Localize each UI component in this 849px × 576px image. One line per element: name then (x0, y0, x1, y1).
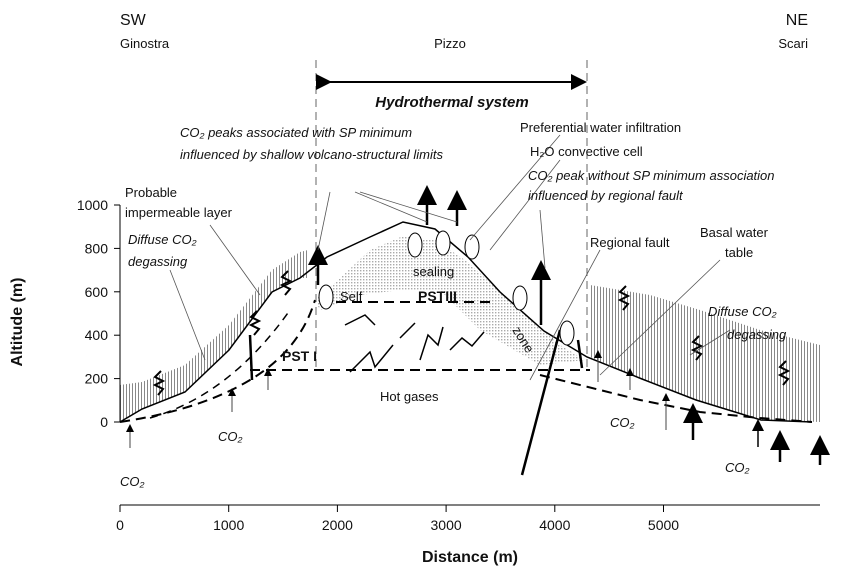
annotation: degassing (727, 327, 787, 342)
annotation: Hot gases (380, 389, 439, 404)
x-tick-label: 0 (116, 517, 124, 533)
annotation: CO₂ (610, 415, 635, 430)
header-text: Scari (778, 36, 808, 51)
annotation: PSTIII (418, 288, 457, 304)
x-tick-label: 2000 (322, 517, 353, 533)
x-tick-label: 3000 (431, 517, 462, 533)
header-text: Pizzo (434, 36, 466, 51)
annotation: table (725, 245, 753, 260)
y-tick-label: 200 (85, 371, 109, 387)
x-tick-label: 5000 (648, 517, 679, 533)
header-text: SW (120, 12, 147, 29)
annotation: sealing (413, 264, 454, 279)
header-text: NE (786, 12, 808, 29)
annotation: Diffuse CO₂ (128, 232, 197, 247)
y-tick-label: 600 (85, 284, 109, 300)
y-tick-label: 800 (85, 240, 109, 256)
annotation: CO₂ (218, 429, 243, 444)
annotation: CO₂ (120, 474, 145, 489)
annotation: PST I (282, 348, 317, 364)
x-tick-label: 4000 (539, 517, 570, 533)
x-tick-label: 1000 (213, 517, 244, 533)
annotation: influenced by regional fault (528, 188, 684, 203)
y-tick-label: 400 (85, 327, 109, 343)
annotation: CO₂ (725, 460, 750, 475)
annotation: H₂O convective cell (530, 144, 643, 159)
annotation: Basal water (700, 225, 769, 240)
annotation: impermeable layer (125, 205, 233, 220)
annotation: Diffuse CO₂ (708, 304, 777, 319)
system-label: Hydrothermal system (375, 94, 528, 111)
annotation: influenced by shallow volcano-structural… (180, 147, 444, 162)
annotation: Regional fault (590, 235, 670, 250)
terrain (119, 60, 830, 476)
y-tick-label: 0 (100, 414, 108, 430)
annotation: degassing (128, 254, 188, 269)
annotation: Self (340, 289, 363, 304)
header-text: Ginostra (120, 36, 170, 51)
annotation: Probable (125, 185, 177, 200)
y-axis-label: Altitude (m) (9, 278, 26, 367)
y-tick-label: 1000 (77, 197, 108, 213)
annotation: Preferential water infiltration (520, 120, 681, 135)
annotation: CO₂ peaks associated with SP minimum (180, 125, 412, 140)
x-axis-label: Distance (m) (422, 549, 518, 566)
annotation: CO₂ peak without SP minimum association (528, 168, 775, 183)
